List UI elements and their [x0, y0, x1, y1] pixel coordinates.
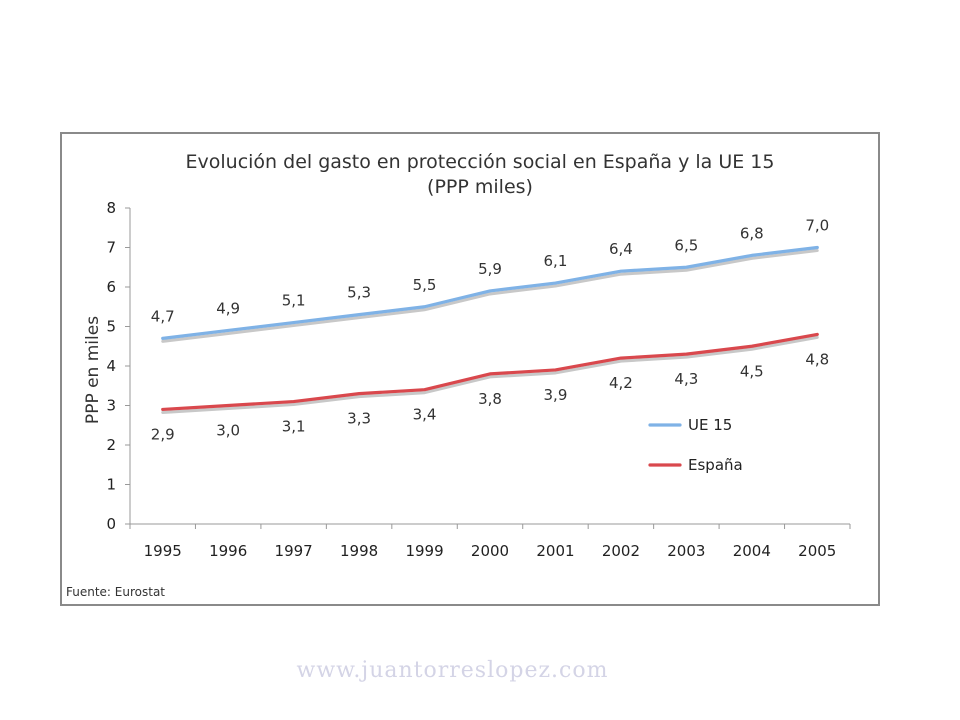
data-label: 5,5 — [413, 276, 437, 294]
y-tick-label: 8 — [106, 199, 116, 217]
x-tick-label: 2003 — [667, 542, 705, 560]
chart-title: Evolución del gasto en protección social… — [0, 150, 960, 200]
data-label: 4,3 — [674, 370, 698, 388]
series-layer — [161, 245, 819, 414]
x-tick-label: 1996 — [209, 542, 247, 560]
series-line-shadow — [161, 249, 819, 343]
series-line-shadow — [161, 335, 819, 414]
data-label: 2,9 — [151, 425, 175, 443]
x-tick-label: 2005 — [798, 542, 836, 560]
x-tick-label: 2004 — [733, 542, 771, 560]
chart-subtitle: (PPP miles) — [427, 176, 533, 198]
data-label: 4,7 — [151, 307, 175, 325]
watermark: www.juantorreslopez.com — [296, 658, 609, 683]
legend-label: España — [688, 456, 743, 474]
chart-title-main: Evolución del gasto en protección social… — [185, 151, 775, 173]
y-tick-label: 0 — [106, 515, 116, 533]
legend-label: UE 15 — [688, 416, 732, 434]
chart-frame — [60, 132, 880, 606]
y-tick-label: 1 — [106, 476, 116, 494]
data-label: 3,1 — [282, 418, 306, 436]
x-tick-label: 1999 — [405, 542, 443, 560]
data-label: 3,9 — [544, 386, 568, 404]
data-label: 6,1 — [544, 252, 568, 270]
x-tick-label: 2000 — [471, 542, 509, 560]
data-label: 3,3 — [347, 410, 371, 428]
data-label: 4,2 — [609, 374, 633, 392]
data-label: 6,8 — [740, 224, 764, 242]
series-line-ue15 — [161, 245, 819, 340]
x-tick-label: 1997 — [275, 542, 313, 560]
x-tick-label: 1998 — [340, 542, 378, 560]
series-line-espana — [161, 332, 819, 412]
x-tick-label: 2002 — [602, 542, 640, 560]
y-tick-label: 7 — [106, 239, 116, 257]
data-label: 4,5 — [740, 362, 764, 380]
data-label: 5,3 — [347, 284, 371, 302]
axes: 0 1 2 3 4 5 6 7 8 1995 1996 1997 1998 1999 2000 2001 200… — [106, 199, 851, 560]
data-label: 4,9 — [216, 299, 240, 317]
data-label: 5,1 — [282, 292, 306, 310]
data-label: 6,5 — [674, 236, 698, 254]
source-note: Fuente: Eurostat — [66, 585, 165, 599]
x-tick-label: 2001 — [536, 542, 574, 560]
data-label: 5,9 — [478, 260, 502, 278]
data-label: 3,0 — [216, 422, 240, 440]
y-tick-label: 4 — [106, 357, 116, 375]
data-label: 3,4 — [413, 406, 437, 424]
data-labels-layer: 4,7 4,9 5,1 5,3 5,5 5,9 6,1 6,4 6,5 6,8 7,0 2,9 3,0 3… — [151, 217, 829, 444]
data-label: 6,4 — [609, 240, 633, 258]
y-tick-label: 2 — [106, 436, 116, 454]
data-label: 7,0 — [805, 217, 829, 235]
y-tick-label: 6 — [106, 278, 116, 296]
y-tick-label: 5 — [106, 318, 116, 336]
y-axis-label: PPP en miles — [83, 316, 103, 424]
x-tick-label: 1995 — [144, 542, 182, 560]
legend: UE 15 España — [648, 416, 743, 474]
data-label: 4,8 — [805, 350, 829, 368]
y-tick-label: 3 — [106, 397, 116, 415]
data-label: 3,8 — [478, 390, 502, 408]
